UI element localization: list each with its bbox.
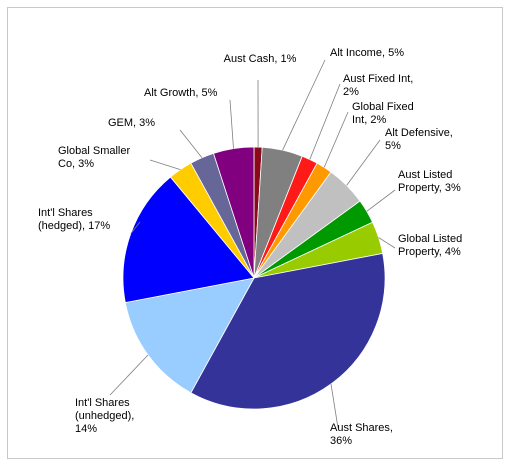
data-label: Aust Shares, 36%: [330, 422, 393, 447]
data-label-line: Global Listed: [398, 233, 462, 245]
data-label: Global Smaller Co, 3%: [58, 145, 130, 170]
data-label: GEM, 3%: [108, 117, 155, 129]
data-label: Global Fixed Int, 2%: [352, 101, 414, 126]
data-label-line: Alt Income, 5%: [330, 47, 404, 59]
leader-line: [179, 129, 203, 159]
data-label: Alt Growth, 5%: [144, 87, 218, 99]
data-label-line: Aust Cash, 1%: [224, 53, 297, 65]
data-label: Aust Cash, 1%: [224, 53, 297, 65]
leader-line: [323, 111, 349, 168]
data-label-line: Aust Shares,: [330, 422, 393, 434]
pie-slice: [124, 277, 255, 394]
data-label-line: 2%: [343, 86, 359, 98]
data-label: Aust Fixed Int, 2%: [343, 73, 413, 98]
leader-line: [330, 383, 339, 429]
leader-line: [378, 237, 396, 249]
data-label-line: Alt Defensive,: [385, 127, 453, 139]
data-label-line: Int'l Shares: [75, 397, 130, 409]
data-label-line: GEM, 3%: [108, 117, 155, 129]
data-label-line: Property, 4%: [398, 246, 461, 258]
data-label-line: 14%: [75, 423, 97, 435]
leader-lines: [109, 59, 396, 429]
pie-chart: [122, 146, 386, 410]
leader-line: [130, 221, 141, 234]
data-label-line: 36%: [330, 435, 352, 447]
data-label: Alt Income, 5%: [330, 47, 404, 59]
data-label-line: Aust Fixed Int,: [343, 73, 413, 85]
data-label-line: Alt Growth, 5%: [144, 87, 218, 99]
leader-line: [309, 83, 341, 160]
data-label: Aust Listed Property, 3%: [398, 169, 461, 194]
leader-line: [346, 139, 381, 186]
data-label-line: (unhedged),: [75, 410, 134, 422]
leader-line: [229, 99, 234, 149]
leader-line: [282, 59, 326, 151]
data-label-line: (hedged), 17%: [38, 220, 110, 232]
leader-line: [149, 159, 181, 171]
data-label: Int'l Shares (hedged), 17%: [38, 207, 110, 232]
data-label: Int'l Shares (unhedged), 14%: [75, 397, 134, 435]
data-label: Alt Defensive, 5%: [385, 127, 453, 152]
leader-line: [366, 189, 396, 212]
data-label-line: Int'l Shares: [38, 207, 93, 219]
data-label-line: 5%: [385, 140, 401, 152]
slice-labels: Aust Cash, 1% Alt Income, 5% Aust Fixed In…: [38, 47, 462, 447]
leader-line: [109, 354, 149, 396]
data-label-line: Int, 2%: [352, 114, 386, 126]
data-label: Global Listed Property, 4%: [398, 233, 462, 258]
data-label-line: Co, 3%: [58, 158, 94, 170]
data-label-line: Global Smaller: [58, 145, 130, 157]
data-label-line: Aust Listed: [398, 169, 452, 181]
data-label-line: Property, 3%: [398, 182, 461, 194]
data-label-line: Global Fixed: [352, 101, 414, 113]
pie-slice: [213, 146, 255, 279]
